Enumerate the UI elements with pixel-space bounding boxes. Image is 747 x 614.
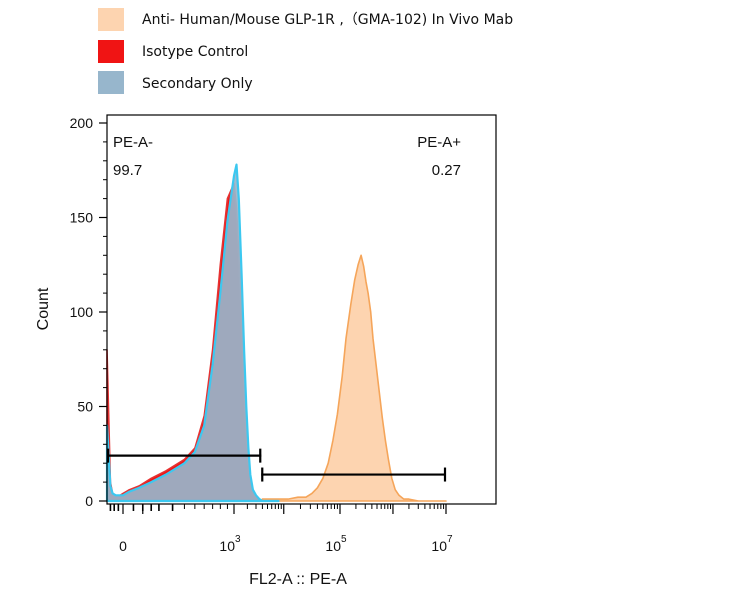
series-area-anti-glp1r xyxy=(261,254,447,502)
gate-negative-bar xyxy=(106,448,262,463)
y-tick-label: 50 xyxy=(77,399,93,415)
x-axis-title: FL2-A :: PE-A xyxy=(249,571,347,588)
legend-label-secondary: Secondary Only xyxy=(142,76,253,92)
legend-label-isotype: Isotype Control xyxy=(142,44,248,60)
gate-positive-name: PE-A+ xyxy=(417,134,461,151)
legend-swatch-secondary xyxy=(98,71,124,94)
x-tick-label: 0 xyxy=(119,538,127,554)
y-axis: 0 50 100 150 200 xyxy=(70,115,107,509)
gate-layer xyxy=(106,448,447,482)
x-axis: 0 103 105 107 xyxy=(109,504,453,554)
gate-negative-name: PE-A- xyxy=(113,134,153,151)
x-tick-label: 103 xyxy=(219,534,241,554)
x-tick-exponent: 3 xyxy=(235,534,241,545)
legend-swatch-anti-glp1r xyxy=(98,8,124,31)
series-layer xyxy=(105,163,447,503)
gate-negative-value: 99.7 xyxy=(113,162,142,179)
legend-label-anti-glp1r: Anti- Human/Mouse GLP-1R ,（GMA-102) In V… xyxy=(142,12,513,28)
plot-frame xyxy=(106,114,497,505)
x-tick-label: 105 xyxy=(325,534,347,554)
legend-swatch-isotype xyxy=(98,40,124,63)
gate-positive-bar xyxy=(261,467,447,482)
x-tick-exponent: 7 xyxy=(447,534,453,545)
y-axis-title: Count xyxy=(35,287,52,330)
y-tick-label: 200 xyxy=(70,115,94,131)
x-tick-label: 107 xyxy=(431,534,453,554)
y-tick-label: 150 xyxy=(70,210,94,226)
gate-positive-value: 0.27 xyxy=(432,162,461,179)
y-tick-label: 0 xyxy=(85,493,93,509)
y-tick-label: 100 xyxy=(70,304,94,320)
series-area-secondary xyxy=(105,163,280,503)
legend: Anti- Human/Mouse GLP-1R ,（GMA-102) In V… xyxy=(98,8,513,94)
x-tick-exponent: 5 xyxy=(341,534,347,545)
